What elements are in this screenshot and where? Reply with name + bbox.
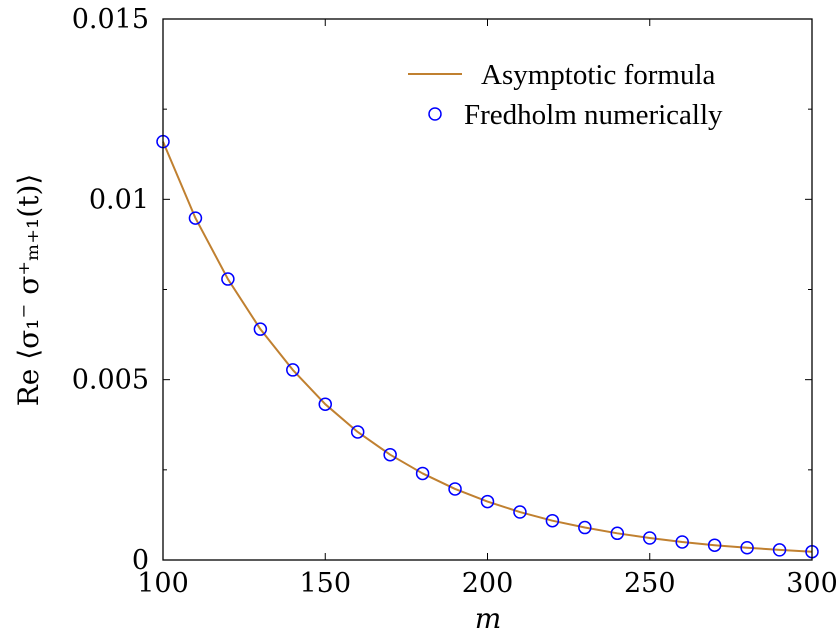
fredholm-point <box>578 520 592 535</box>
series-layer <box>156 134 819 559</box>
ticks-layer: 100 150 200 250 300 0 0.005 0.01 0.015 <box>72 4 838 599</box>
fredholm-point <box>513 505 527 519</box>
fredholm-point <box>707 538 722 552</box>
y-tick-label: 0.015 <box>72 4 149 35</box>
x-tick-label: 250 <box>624 568 676 599</box>
fredholm-point <box>643 531 657 545</box>
fredholm-point <box>318 397 332 411</box>
legend-label-asymptotic: Asymptotic formula <box>481 59 716 91</box>
fredholm-point <box>480 494 495 509</box>
x-tick-label: 150 <box>299 568 351 599</box>
y-tick-label: 0.005 <box>72 365 149 396</box>
fredholm-point <box>350 425 365 439</box>
fredholm-point <box>383 447 397 462</box>
x-tick-label: 200 <box>462 568 514 599</box>
plot-frame <box>162 18 813 561</box>
fredholm-point <box>740 540 754 555</box>
fredholm-point <box>448 482 462 496</box>
y-tick-label: 0 <box>132 545 149 576</box>
fredholm-point <box>221 272 235 286</box>
y-tick-label: 0.01 <box>89 184 149 215</box>
x-tick-label: 100 <box>137 568 189 599</box>
x-tick-label: 300 <box>786 568 838 599</box>
fredholm-point <box>286 363 300 377</box>
fredholm-point <box>545 513 560 528</box>
fredholm-point <box>772 543 787 557</box>
legend-label-fredholm: Fredholm numerically <box>464 99 723 131</box>
fredholm-point <box>253 322 268 336</box>
y-axis-label: Re ⟨σ₁⁻ σ⁺ₘ₊₁(t)⟩ <box>12 174 45 407</box>
fredholm-point <box>415 466 430 481</box>
x-axis-label: m <box>475 602 502 635</box>
legend-marker-swatch <box>428 107 442 121</box>
fredholm-point <box>188 211 203 225</box>
fredholm-point <box>675 535 689 549</box>
fredholm-point <box>610 526 625 541</box>
legend: Asymptotic formula Fredholm numerically <box>408 59 723 131</box>
asymptotic-formula-line <box>162 141 813 553</box>
